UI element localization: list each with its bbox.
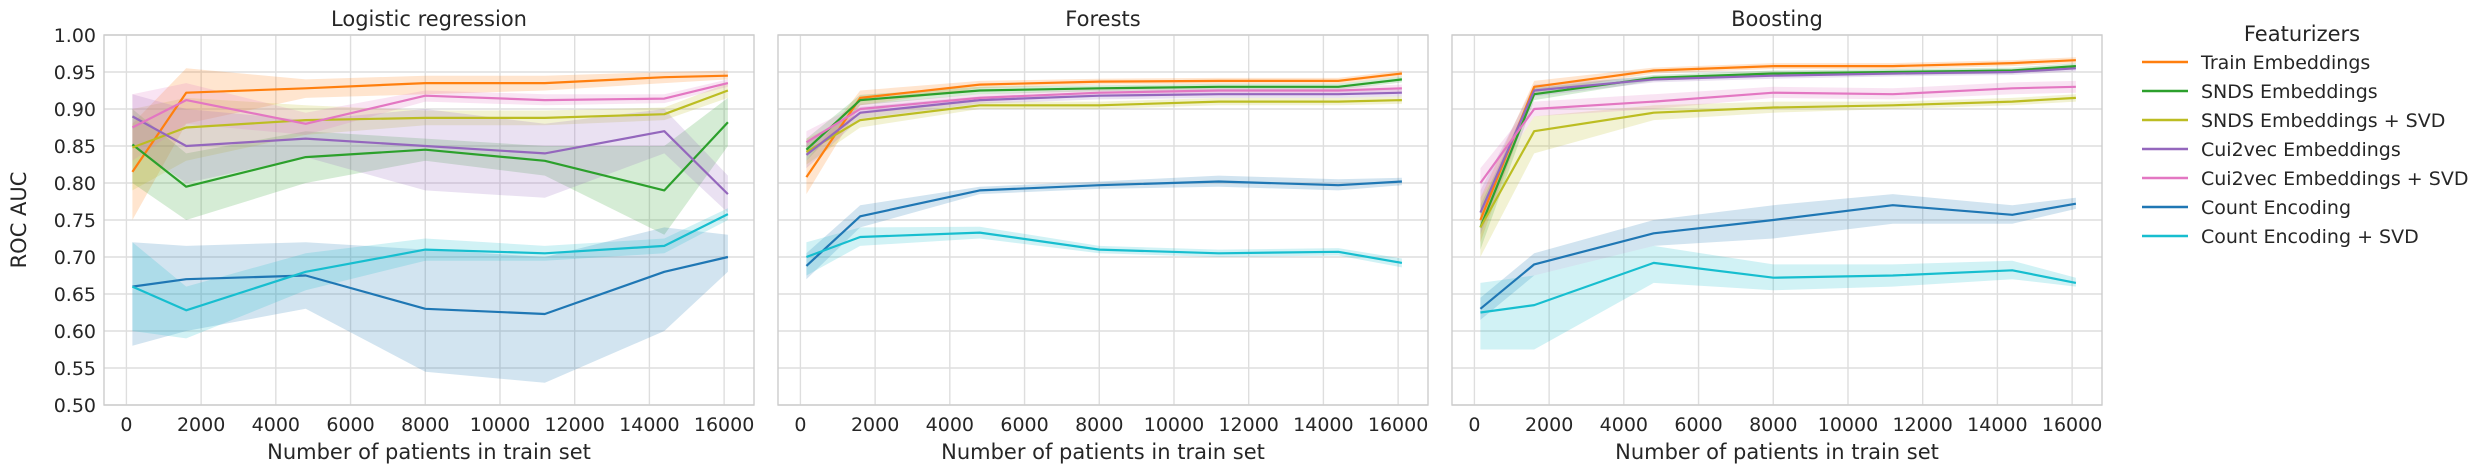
- panel-title: Logistic regression: [331, 7, 527, 31]
- ci-band: [132, 83, 728, 191]
- series-line: [1479, 85, 2076, 184]
- ci-band: [806, 89, 1402, 169]
- ci-band: [806, 76, 1402, 161]
- ci-band: [132, 227, 728, 383]
- y-axis-label: ROC AUC: [7, 172, 31, 269]
- y-tick-label: 0.70: [54, 247, 96, 269]
- y-tick-label: 0.60: [54, 321, 96, 343]
- x-tick-label: 14000: [1967, 414, 2027, 436]
- panel-0: Logistic regression 0 2000 4000 6000 8000 1000…: [7, 7, 755, 464]
- y-tick-label: 0.90: [54, 99, 96, 121]
- x-tick-label: 16000: [694, 414, 754, 436]
- series-line: [805, 72, 1403, 178]
- panel-frame: [1451, 34, 2103, 406]
- x-tick-label: 2000: [851, 414, 899, 436]
- x-tick-label: 0: [794, 414, 806, 436]
- x-tick-label: 12000: [1218, 414, 1278, 436]
- ci-band: [806, 96, 1402, 165]
- series-line: [131, 82, 729, 129]
- legend-label: Cui2vec Embeddings: [2201, 139, 2401, 161]
- y-tick-label: 1.00: [54, 25, 96, 47]
- x-tick-label: 10000: [1144, 414, 1204, 436]
- x-tick-label: 6000: [1000, 414, 1048, 436]
- x-axis-label: Number of patients in train set: [1615, 440, 1939, 464]
- series-line: [806, 231, 1403, 264]
- x-tick-label: 8000: [1749, 414, 1797, 436]
- panel-title: Forests: [1065, 7, 1140, 31]
- series-line: [1479, 96, 2076, 228]
- series-line: [132, 255, 729, 316]
- x-axis-label: Number of patients in train set: [941, 440, 1265, 464]
- legend-title: Featurizers: [2244, 22, 2360, 46]
- x-tick-label: 6000: [326, 414, 374, 436]
- x-tick-label: 6000: [1674, 414, 1722, 436]
- series-line: [131, 74, 728, 173]
- panel-title: Boosting: [1731, 7, 1823, 31]
- x-tick-label: 10000: [470, 414, 530, 436]
- ci-band: [1480, 80, 2076, 198]
- x-tick-label: 8000: [401, 414, 449, 436]
- legend-label: SNDS Embeddings + SVD: [2201, 110, 2445, 132]
- y-tick-label: 0.85: [54, 136, 96, 158]
- x-axis-label: Number of patients in train set: [267, 440, 591, 464]
- y-tick-label: 0.75: [54, 210, 96, 232]
- x-tick-label: 10000: [1818, 414, 1878, 436]
- ci-band: [132, 97, 728, 235]
- x-tick-label: 12000: [544, 414, 604, 436]
- legend-label: Count Encoding: [2201, 197, 2351, 219]
- series-line: [1479, 65, 2076, 228]
- series-line: [805, 78, 1403, 151]
- legend-label: Train Embeddings: [2200, 52, 2370, 74]
- ci-band: [806, 226, 1402, 276]
- y-tick-label: 0.95: [54, 62, 96, 84]
- legend: Featurizers Train Embeddings SNDS Embeddin…: [2142, 22, 2468, 248]
- series-line: [131, 121, 729, 192]
- series-line: [1480, 261, 2077, 314]
- panel-frame: [103, 34, 755, 406]
- x-tick-label: 14000: [619, 414, 679, 436]
- panel-frame: [777, 34, 1429, 406]
- series-line: [131, 115, 729, 195]
- x-tick-label: 4000: [1600, 414, 1648, 436]
- x-tick-label: 16000: [1368, 414, 1428, 436]
- series-line: [1479, 59, 2076, 221]
- y-tick-label: 0.65: [54, 284, 96, 306]
- series-line: [1479, 202, 2077, 310]
- ci-band: [132, 208, 728, 339]
- series-line: [131, 213, 729, 312]
- series-line: [132, 89, 729, 149]
- series-line: [1479, 67, 2076, 214]
- x-tick-label: 2000: [177, 414, 225, 436]
- series-line: [805, 99, 1402, 153]
- series-line: [805, 180, 1402, 267]
- x-tick-label: 4000: [252, 414, 300, 436]
- ci-band: [132, 94, 728, 213]
- panel-1: Forests 0 2000 4000 6000 8000 10000 12000 14000 1…: [777, 7, 1429, 464]
- x-tick-label: 2000: [1525, 414, 1573, 436]
- legend-label: SNDS Embeddings: [2201, 81, 2378, 103]
- series-line: [805, 91, 1402, 156]
- x-tick-label: 14000: [1293, 414, 1353, 436]
- ci-band: [806, 70, 1402, 195]
- y-tick-label: 0.50: [54, 395, 96, 417]
- ci-band: [132, 68, 728, 220]
- series-line: [805, 87, 1402, 144]
- x-tick-label: 4000: [926, 414, 974, 436]
- x-tick-label: 16000: [2042, 414, 2102, 436]
- panel-2: Boosting 0 2000 4000 6000 8000 10000 12000 14000…: [1451, 7, 2103, 464]
- x-tick-label: 0: [1468, 414, 1480, 436]
- x-tick-label: 12000: [1892, 414, 1952, 436]
- legend-label: Cui2vec Embeddings + SVD: [2201, 168, 2468, 190]
- x-tick-label: 8000: [1075, 414, 1123, 436]
- y-tick-label: 0.80: [54, 173, 96, 195]
- x-tick-label: 0: [120, 414, 132, 436]
- legend-label: Count Encoding + SVD: [2201, 226, 2419, 248]
- y-tick-label: 0.55: [54, 358, 96, 380]
